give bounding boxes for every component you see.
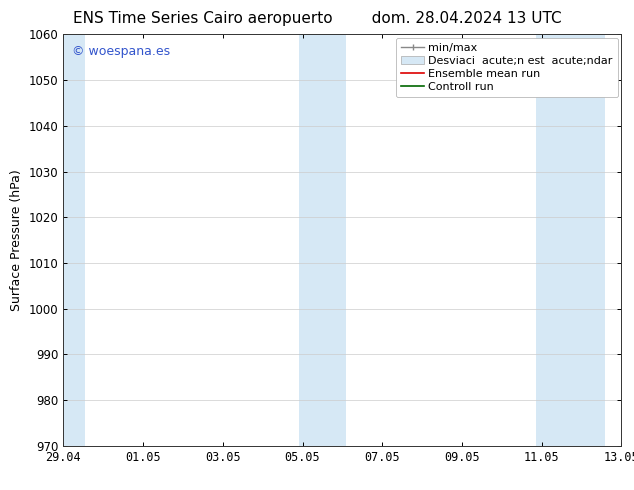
Legend: min/max, Desviaci  acute;n est  acute;ndar, Ensemble mean run, Controll run: min/max, Desviaci acute;n est acute;ndar…	[396, 38, 618, 97]
Bar	[60, 34, 86, 446]
Y-axis label: Surface Pressure (hPa): Surface Pressure (hPa)	[10, 169, 23, 311]
Text: ENS Time Series Cairo aeropuerto        dom. 28.04.2024 13 UTC: ENS Time Series Cairo aeropuerto dom. 28…	[73, 11, 561, 26]
Text: © woespana.es: © woespana.es	[72, 45, 170, 58]
Bar	[536, 34, 605, 446]
Bar	[299, 34, 346, 446]
